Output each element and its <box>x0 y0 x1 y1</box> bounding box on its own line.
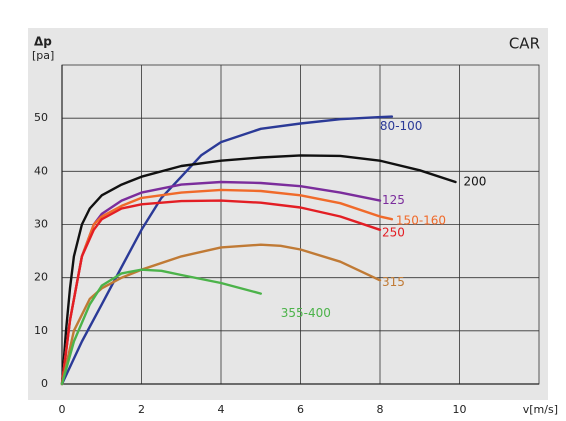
series-line <box>60 154 457 386</box>
series-label: 125 <box>382 193 405 207</box>
x-tick-label: 0 <box>59 403 66 416</box>
series-label: 315 <box>382 275 405 289</box>
series-label: 250 <box>382 225 405 239</box>
series-line <box>60 243 382 386</box>
y-tick-label: 40 <box>34 164 48 177</box>
series-label: 355-400 <box>281 306 331 320</box>
series-line <box>60 268 262 386</box>
y-tick-label: 0 <box>41 377 48 390</box>
x-tick-label: 10 <box>453 403 467 416</box>
series-label: 80-100 <box>380 119 423 133</box>
x-tick-label: 2 <box>138 403 145 416</box>
series-label: 200 <box>464 174 487 188</box>
y-tick-label: 20 <box>34 271 48 284</box>
y-tick-label: 30 <box>34 218 48 231</box>
y-tick-label: 10 <box>34 324 48 337</box>
series-line <box>60 115 394 386</box>
series-line <box>60 199 382 386</box>
x-tick-label: 4 <box>218 403 225 416</box>
chart-title: CAR <box>509 35 540 53</box>
x-tick-label: 6 <box>297 403 304 416</box>
x-tick-label: 8 <box>377 403 384 416</box>
x-axis-label: v[m/s] <box>523 403 558 416</box>
series-label: 150-160 <box>396 214 446 228</box>
y-tick-label: 50 <box>34 111 48 124</box>
y-axis-unit: [pa] <box>32 49 54 62</box>
y-axis-label: Δp <box>34 35 52 49</box>
chart-panel <box>28 28 548 400</box>
